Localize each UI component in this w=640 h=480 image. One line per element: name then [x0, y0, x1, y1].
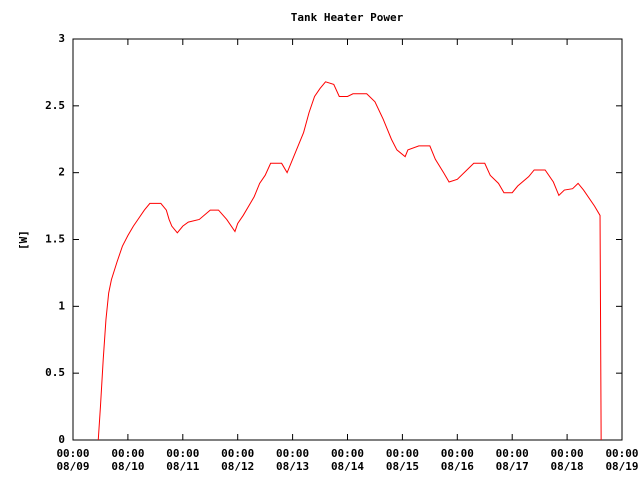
x-tick-label: 00:00: [111, 447, 144, 460]
x-tick-label: 08/16: [441, 460, 474, 473]
y-axis-label: [W]: [17, 230, 30, 250]
y-tick-label: 0.5: [45, 366, 65, 379]
x-tick-label: 08/11: [166, 460, 199, 473]
x-tick-label: 00:00: [551, 447, 584, 460]
x-tick-label: 00:00: [276, 447, 309, 460]
x-tick-label: 08/18: [551, 460, 584, 473]
x-tick-label: 00:00: [441, 447, 474, 460]
x-tick-label: 08/13: [276, 460, 309, 473]
x-tick-label: 00:00: [496, 447, 529, 460]
chart-title: Tank Heater Power: [291, 11, 404, 24]
plot-frame: [72, 38, 623, 441]
y-tick-label: 1: [58, 299, 65, 312]
y-tick-label: 1.5: [45, 233, 65, 246]
y-tick-label: 2.5: [45, 99, 65, 112]
data-line: [97, 81, 602, 441]
x-tick-label: 00:00: [331, 447, 364, 460]
x-tick-label: 00:00: [56, 447, 89, 460]
y-tick-label: 0: [58, 433, 65, 446]
x-tick-label: 08/17: [496, 460, 529, 473]
x-tick-label: 08/09: [56, 460, 89, 473]
x-tick-label: 08/10: [111, 460, 144, 473]
y-tick-label: 2: [58, 166, 65, 179]
x-tick-label: 08/14: [331, 460, 364, 473]
x-tick-label: 08/19: [605, 460, 638, 473]
x-tick-label: 00:00: [605, 447, 638, 460]
x-tick-label: 00:00: [221, 447, 254, 460]
y-tick-label: 3: [58, 32, 65, 45]
x-tick-label: 00:00: [386, 447, 419, 460]
x-tick-label: 08/12: [221, 460, 254, 473]
x-tick-label: 00:00: [166, 447, 199, 460]
x-tick-label: 08/15: [386, 460, 419, 473]
